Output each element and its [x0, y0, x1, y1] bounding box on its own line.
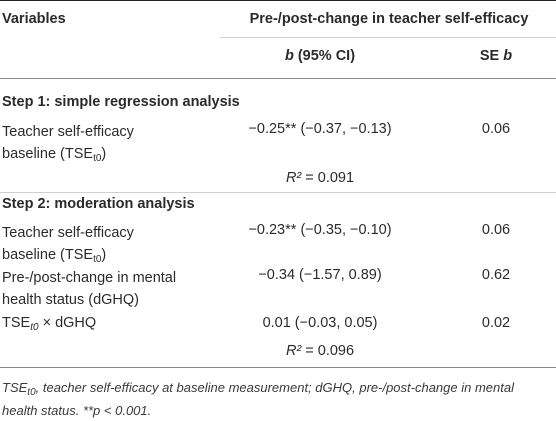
header-rule [0, 78, 556, 79]
step1-row-var: Teacher self-efficacy baseline (TSEt0) [2, 124, 134, 164]
header-variables: Variables [2, 11, 66, 27]
step2-row1-var: Teacher self-efficacy baseline (TSEt0) [2, 225, 134, 265]
step1-divider [0, 192, 556, 193]
header-group: Pre-/post-change in teacher self-efficac… [249, 11, 529, 27]
step1-row-b: −0.25** (−0.37, −0.13) [248, 121, 392, 137]
step2-row1-se: 0.06 [481, 222, 511, 238]
step2-row3-var: TSEt0 × dGHQ [2, 315, 97, 333]
top-rule [0, 0, 556, 1]
step1-title: Step 1: simple regression analysis [2, 94, 240, 110]
footnote: TSEt0, teacher self-efficacy at baseline… [2, 380, 514, 418]
step1-r2: R² = 0.091 [285, 170, 355, 186]
bottom-rule [0, 367, 556, 368]
step2-row3-se: 0.02 [481, 315, 511, 331]
step2-row2-b: −0.34 (−1.57, 0.89) [258, 267, 382, 283]
header-group-underline [220, 37, 556, 38]
header-se-b: SE b [479, 48, 513, 64]
step2-r2: R² = 0.096 [285, 343, 355, 359]
header-b-ci: b (95% CI) [284, 48, 356, 64]
step2-row3-b: 0.01 (−0.03, 0.05) [262, 315, 378, 331]
step2-row2-se: 0.62 [481, 267, 511, 283]
step2-row1-b: −0.23** (−0.35, −0.10) [248, 222, 392, 238]
step2-row2-var: Pre-/post-change in mental health status… [2, 270, 177, 308]
step1-row-se: 0.06 [481, 121, 511, 137]
step2-title: Step 2: moderation analysis [2, 196, 195, 212]
